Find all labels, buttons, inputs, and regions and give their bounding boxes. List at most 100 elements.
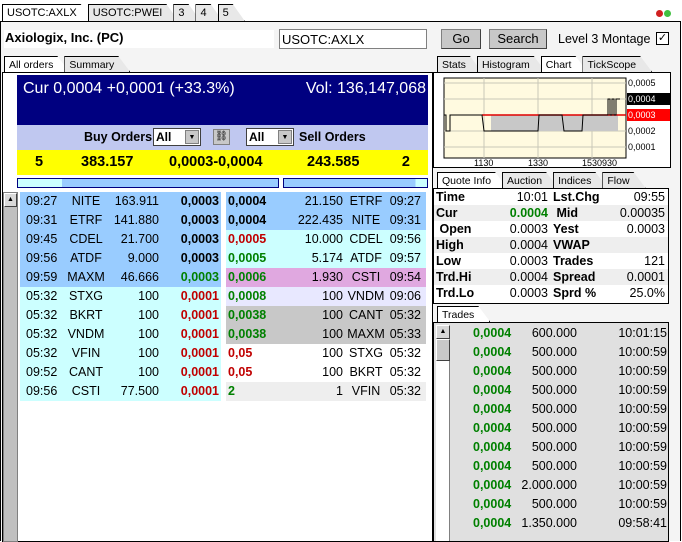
sell-order-row[interactable]: 0,0006 1.930 CSTI 09:54 xyxy=(226,268,426,287)
buy-order-row[interactable]: 09:27 NITE 163.911 0,0003 xyxy=(20,192,221,211)
buy-order-row[interactable]: 05:32 VNDM 100 0,0001 xyxy=(20,325,221,344)
sell-order-row[interactable]: 0,0038 100 CANT 05:32 xyxy=(226,306,426,325)
tab-5[interactable]: 5 xyxy=(218,4,245,21)
sell-order-row[interactable]: 0,0005 5.174 ATDF 09:57 xyxy=(226,249,426,268)
trade-row[interactable]: 0,0004 500.000 10:00:59 xyxy=(452,457,667,476)
tab-histogram[interactable]: Histogram xyxy=(477,56,546,72)
sell-order-row[interactable]: 0,0005 10.000 CDEL 09:56 xyxy=(226,230,426,249)
order-price: 0,0005 xyxy=(228,232,267,246)
order-price: 0,0001 xyxy=(180,384,219,398)
order-price: 0,0005 xyxy=(228,251,267,265)
buy-order-row[interactable]: 09:45 CDEL 21.700 0,0003 xyxy=(20,230,221,249)
buy-order-row[interactable]: 09:56 CSTI 77.500 0,0001 xyxy=(20,382,221,401)
tab-usotc-axlx[interactable]: USOTC:AXLX xyxy=(2,4,93,21)
tab-tickscope[interactable]: TickScope xyxy=(582,56,652,72)
buy-order-row[interactable]: 05:32 VFIN 100 0,0001 xyxy=(20,344,221,363)
trade-price: 0,0004 xyxy=(473,497,512,511)
buy-order-row[interactable]: 09:56 ATDF 9.000 0,0003 xyxy=(20,249,221,268)
tab-stats[interactable]: Stats xyxy=(437,56,482,72)
trade-row[interactable]: 0,0004 2.000.000 10:00:59 xyxy=(452,476,667,495)
tab-trades[interactable]: Trades xyxy=(437,306,490,322)
spread-range: 0,0003-0,0004 xyxy=(169,154,263,170)
trade-row[interactable]: 0,0004 500.000 10:00:59 xyxy=(452,419,667,438)
level3-montage-checkbox[interactable]: ✓ xyxy=(656,32,669,45)
quote-label: Open xyxy=(436,222,472,236)
trade-size: 500.000 xyxy=(531,402,577,416)
tab-auction[interactable]: Auction xyxy=(502,172,558,188)
quote-label: High xyxy=(436,238,464,252)
quote-label: Trd.Lo xyxy=(436,286,475,300)
sell-filter-select[interactable]: All ▼ xyxy=(246,128,294,146)
trade-row[interactable]: 0,0004 500.000 10:00:59 xyxy=(452,343,667,362)
buy-order-row[interactable]: 09:31 ETRF 141.880 0,0003 xyxy=(20,211,221,230)
sell-order-row[interactable]: 0,0008 100 VNDM 09:06 xyxy=(226,287,426,306)
sell-order-row[interactable]: 2 1 VFIN 05:32 xyxy=(226,382,426,401)
order-price: 0,0004 xyxy=(228,213,267,227)
trade-row[interactable]: 0,0004 500.000 10:00:59 xyxy=(452,495,667,514)
chevron-down-icon: ▼ xyxy=(185,130,199,144)
trade-row[interactable]: 0,0004 500.000 10:00:59 xyxy=(452,438,667,457)
buy-order-row[interactable]: 05:32 BKRT 100 0,0001 xyxy=(20,306,221,325)
order-price: 0,0001 xyxy=(180,365,219,379)
filter-bar: Buy Orders All ▼ ⛓ All ▼ Sell Orders xyxy=(17,125,428,150)
sell-order-row[interactable]: 0,05 100 BKRT 05:32 xyxy=(226,363,426,382)
trade-size: 600.000 xyxy=(531,326,577,340)
link-icon[interactable]: ⛓ xyxy=(213,129,230,145)
market-maker: ETRF xyxy=(349,194,383,208)
trade-row[interactable]: 0,0004 500.000 10:00:59 xyxy=(452,381,667,400)
symbol-input[interactable] xyxy=(279,29,427,49)
order-price: 0,0006 xyxy=(228,270,267,284)
quote-row: Cur 0.0004 Mid 0.00035 xyxy=(434,205,668,221)
trade-row[interactable]: 0,0004 1.350.000 09:58:41 xyxy=(452,514,667,533)
order-book-scrollbar[interactable]: ▲ xyxy=(3,192,18,542)
trade-row[interactable]: 0,0004 600.000 10:01:15 xyxy=(452,324,667,343)
buy-order-row[interactable]: 09:52 CANT 100 0,0001 xyxy=(20,363,221,382)
scroll-thumb[interactable] xyxy=(436,339,450,361)
quote-value: 0.0004 xyxy=(509,238,548,252)
order-time: 09:31 xyxy=(26,213,58,227)
order-size: 100 xyxy=(322,346,343,360)
market-maker: ATDF xyxy=(350,251,382,265)
tab-summary[interactable]: Summary xyxy=(64,56,130,72)
tab-quote-info[interactable]: Quote Info xyxy=(437,172,507,188)
tab-chart[interactable]: Chart xyxy=(541,56,588,72)
sell-order-row[interactable]: 0,0004 222.435 NITE 09:31 xyxy=(226,211,426,230)
trades-scrollbar[interactable]: ▲ xyxy=(436,325,450,541)
buy-order-row[interactable]: 09:59 MAXM 46.666 0,0003 xyxy=(20,268,221,287)
trade-time: 10:00:59 xyxy=(618,402,667,416)
quote-label: Mid xyxy=(553,206,578,220)
trade-time: 10:00:59 xyxy=(618,364,667,378)
scroll-up-icon[interactable]: ▲ xyxy=(4,193,17,207)
quote-row: Time 10:01 Lst.Chg 09:55 xyxy=(434,189,668,205)
trade-size: 2.000.000 xyxy=(521,478,577,492)
search-button[interactable]: Search xyxy=(489,29,547,49)
trade-row[interactable]: 0,0004 500.000 10:00:59 xyxy=(452,362,667,381)
scroll-up-icon[interactable]: ▲ xyxy=(436,325,450,339)
tab-flow[interactable]: Flow xyxy=(602,172,645,188)
trade-row[interactable]: 0,0004 500.000 10:00:59 xyxy=(452,400,667,419)
top-tab-bar: USOTC:AXLX USOTC:PWEI 3 4 5 xyxy=(2,4,240,21)
tab-usotc-pwei[interactable]: USOTC:PWEI xyxy=(88,4,179,21)
y-tick: 0,0001 xyxy=(628,142,656,152)
tab-all-orders[interactable]: All orders xyxy=(4,56,69,72)
green-dot-icon[interactable] xyxy=(664,10,671,17)
sell-orders-label: Sell Orders xyxy=(299,130,366,144)
sell-order-row[interactable]: 0,0038 100 MAXM 05:33 xyxy=(226,325,426,344)
go-button[interactable]: Go xyxy=(441,29,481,49)
sell-order-row[interactable]: 0,05 100 STXG 05:32 xyxy=(226,344,426,363)
buy-filter-value: All xyxy=(156,130,172,144)
buy-order-row[interactable]: 05:32 STXG 100 0,0001 xyxy=(20,287,221,306)
trade-price: 0,0004 xyxy=(473,440,512,454)
quote-label: VWAP xyxy=(553,238,590,252)
trade-time: 10:00:59 xyxy=(618,383,667,397)
order-time: 09:54 xyxy=(389,270,421,284)
order-price: 0,0008 xyxy=(228,289,267,303)
quote-value: 10:01 xyxy=(516,190,548,204)
left-tab-bar: All orders Summary xyxy=(4,56,125,72)
order-size: 141.880 xyxy=(113,213,159,227)
quote-row: Trd.Hi 0.0004 Spread 0.0001 xyxy=(434,269,668,285)
red-dot-icon[interactable] xyxy=(656,10,663,17)
tab-indices[interactable]: Indices xyxy=(553,172,607,188)
buy-filter-select[interactable]: All ▼ xyxy=(153,128,201,146)
sell-order-row[interactable]: 0,0004 21.150 ETRF 09:27 xyxy=(226,192,426,211)
